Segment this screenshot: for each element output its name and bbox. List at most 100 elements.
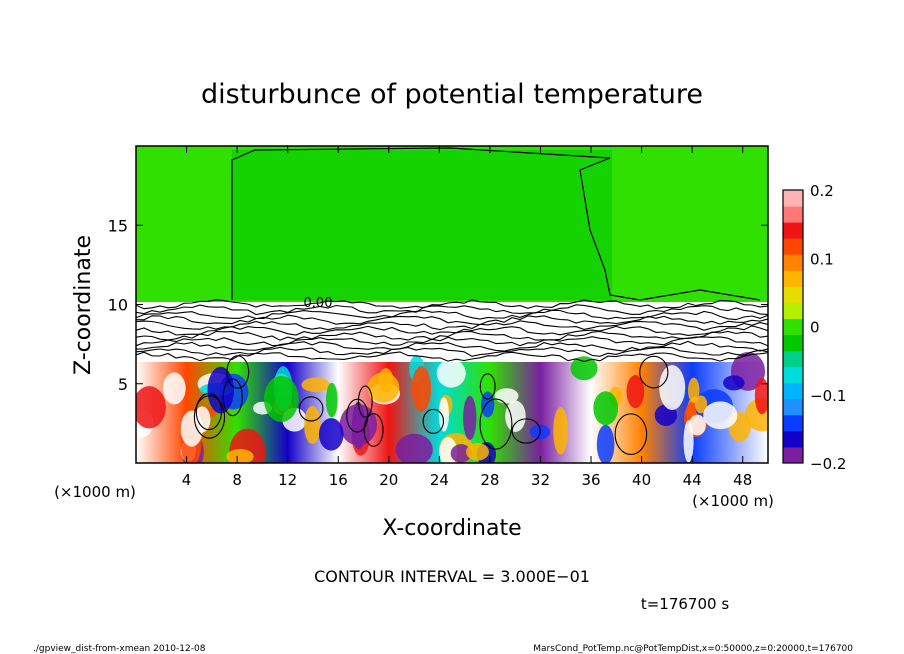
convective-cell [688,414,706,436]
convective-cell [318,418,344,451]
convective-cell [263,375,299,422]
x-tick-label: 16 [329,471,348,489]
colorbar-tick-label: −0.2 [810,455,846,473]
convective-cell [304,405,321,445]
x-tick-label: 48 [733,471,752,489]
convective-cell [395,433,433,463]
colorbar-swatch [783,382,803,400]
contour-interval-text: CONTOUR INTERVAL = 3.000E−01 [314,567,590,586]
footer-right: MarsCond_PotTemp.nc@PotTempDist,x=0:5000… [533,644,853,654]
convective-cell [162,372,186,405]
convective-cell [180,410,203,447]
contour-line [136,299,768,310]
y-axis-label: Z-coordinate [71,235,96,375]
colorbar-tick-label: −0.1 [810,387,846,405]
convective-cell [466,443,489,461]
colorbar-swatch [783,206,803,223]
x-tick-label: 8 [232,471,242,489]
colorbar [783,190,803,464]
colorbar-tick-label: 0.1 [810,250,834,268]
x-tick-label: 36 [581,471,600,489]
colorbar-swatch [783,334,803,352]
convective-cell [325,382,338,418]
convective-cell [596,424,615,463]
colorbar-swatch [783,270,803,287]
x-axis-label: X-coordinate [382,516,521,541]
colorbar-swatch [783,350,803,368]
colorbar-tick-label: 0.2 [810,182,834,200]
contour-line [136,346,768,357]
contour-line [136,325,768,336]
contour-loop [614,413,648,456]
convective-cell [494,388,519,404]
colorbar-swatch [783,414,803,432]
contour-line [136,314,768,326]
convective-cells [136,352,768,463]
x-unit-right: (×1000 m) [692,492,774,510]
y-tick-label: 10 [108,296,128,315]
colorbar-swatch [783,286,803,303]
contour-loop [226,355,250,389]
upper-region-inner [232,150,612,300]
colorbar-swatch [783,366,803,384]
convective-cell [687,377,700,403]
time-text: t=176700 s [641,595,729,613]
colorbar-swatch [783,190,803,207]
x-tick-label: 24 [430,471,449,489]
contour-line [136,330,768,341]
contour-line [136,351,768,363]
contour-loop [298,396,324,422]
y-tick-label: 15 [108,216,128,235]
convective-cell [723,375,745,391]
x-unit-left: (×1000 m) [54,483,136,501]
chart-title: disturbunce of potential temperature [201,79,703,110]
contour-loop [511,418,541,444]
convective-cell [694,395,708,414]
convective-cell [593,391,619,426]
colorbar-swatch [783,318,803,336]
x-tick-label: 28 [480,471,499,489]
convective-cell [505,400,526,432]
heatmap-field [136,146,768,463]
contour-line [136,304,768,316]
colorbar-swatch [783,302,803,319]
y-axis-ticks: 5 10 15 [108,216,768,394]
colorbar-tick-label: 0 [810,319,820,337]
contour-loop [357,385,373,418]
convective-cell [703,401,738,430]
y-tick-label: 5 [118,375,128,394]
contour-loop [195,392,223,431]
convective-cell [436,359,466,388]
colorbar-swatch [783,430,803,448]
contour-loop [193,395,226,439]
convective-cell [659,365,686,411]
contour-line [136,320,768,331]
convective-cell [378,368,394,393]
colorbar-swatch [783,238,803,255]
colorbar-swatch [783,446,803,464]
colorbar-ticks: 0.2 0.1 0 −0.1 −0.2 [810,182,846,473]
contour-loop [222,378,243,417]
contour-loop [479,373,496,400]
x-axis-ticks: 4 8 12 16 20 24 28 32 36 40 44 48 [182,146,752,489]
colorbar-swatch [783,222,803,239]
contour-loop [422,408,445,434]
upper-contour [231,147,761,301]
convective-cell [463,395,477,441]
x-tick-label: 4 [182,471,192,489]
contour-loop [479,398,513,450]
contour-loop [363,413,384,447]
contour-label: 0.00 [304,296,333,311]
x-tick-label: 32 [531,471,550,489]
convective-cell [226,449,254,463]
convective-cell [438,397,449,432]
contour-loop [639,355,669,389]
x-tick-label: 40 [632,471,651,489]
colorbar-swatch [783,398,803,416]
x-tick-label: 44 [683,471,702,489]
colorbar-swatch [783,254,803,271]
convective-cell [683,420,694,463]
convective-cell [570,356,598,381]
convective-cell [136,386,166,429]
